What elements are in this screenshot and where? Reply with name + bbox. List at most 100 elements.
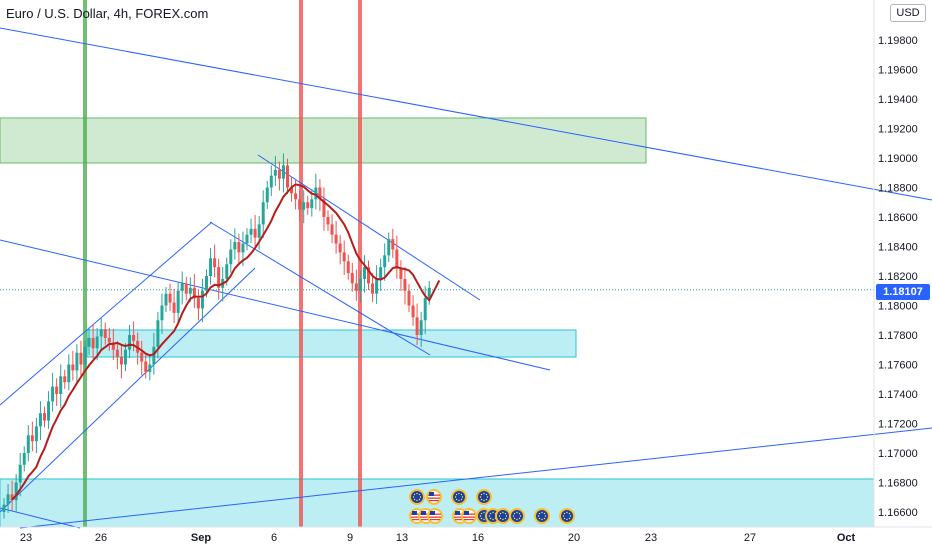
candle-body — [395, 249, 399, 269]
time-axis[interactable]: 23 26 Sep 6 9 13 16 20 23 27 Oct — [20, 532, 856, 544]
candle-body — [59, 376, 63, 394]
candle-body — [371, 283, 375, 294]
candle-body — [148, 364, 152, 372]
candle-body — [302, 202, 306, 210]
us-event-icon[interactable] — [426, 489, 442, 505]
time-tick-label: 23 — [20, 532, 32, 544]
candle-body — [124, 349, 127, 365]
candle-body — [188, 287, 192, 294]
candle-body — [156, 320, 160, 347]
candle-body — [55, 386, 59, 394]
time-tick-label: 26 — [95, 532, 107, 544]
candle-body — [132, 335, 136, 341]
candle-body — [18, 464, 22, 483]
eu-event-icon[interactable] — [409, 489, 425, 505]
candle-body — [107, 337, 111, 343]
candle-body — [411, 305, 415, 318]
candle-body — [196, 298, 200, 309]
candle-body — [225, 264, 229, 279]
candle-body — [298, 199, 302, 210]
price-axis[interactable]: 1.19800 1.19600 1.19400 1.19200 1.19000 1.188… — [878, 35, 918, 519]
candle-body — [310, 199, 314, 209]
trendline[interactable] — [0, 267, 256, 513]
eu-event-icon[interactable] — [451, 489, 467, 505]
candle-body — [34, 426, 38, 442]
moving-average-layer — [11, 183, 441, 501]
candles-layer — [2, 153, 431, 519]
candle-body — [358, 278, 362, 291]
candle-body — [383, 255, 387, 268]
time-tick-label: 9 — [347, 532, 353, 544]
price-tick-label: 1.19200 — [878, 124, 918, 136]
time-tick-label: 6 — [271, 532, 277, 544]
candle-body — [192, 287, 196, 299]
candle-body — [375, 278, 379, 294]
candle-body — [318, 187, 322, 200]
trendline[interactable] — [0, 221, 213, 406]
price-tick-label: 1.18600 — [878, 212, 918, 224]
candle-body — [91, 337, 95, 349]
candle-body — [265, 187, 269, 203]
candle-body — [140, 352, 144, 362]
candle-body — [334, 234, 338, 244]
candle-body — [99, 329, 103, 337]
trendline[interactable] — [19, 427, 932, 529]
candle-body — [314, 187, 318, 200]
price-tick-label: 1.19000 — [878, 153, 918, 165]
us-event-icon[interactable] — [461, 508, 477, 524]
candle-body — [2, 504, 6, 512]
eu-event-icon[interactable] — [559, 508, 575, 524]
eu-event-icon[interactable] — [476, 489, 492, 505]
candle-body — [350, 273, 354, 284]
green-marker[interactable] — [83, 0, 87, 527]
candle-body — [241, 243, 245, 253]
candle-body — [423, 298, 427, 321]
trendline[interactable] — [257, 154, 481, 301]
candle-body — [387, 239, 391, 256]
candle-body — [342, 252, 346, 262]
candle-body — [95, 336, 99, 349]
candle-body — [43, 413, 46, 421]
time-tick-label: Sep — [191, 532, 211, 544]
moving-average-line[interactable] — [11, 183, 441, 501]
candle-body — [322, 199, 326, 217]
price-tick-label: 1.19400 — [878, 94, 918, 106]
candle-body — [205, 276, 208, 291]
green-resistance-zone[interactable] — [0, 117, 647, 164]
candle-body — [346, 261, 350, 274]
eu-event-icon[interactable] — [495, 508, 511, 524]
candle-body — [14, 482, 18, 501]
time-tick-label: 13 — [396, 532, 408, 544]
candle-body — [87, 337, 91, 347]
candle-body — [6, 494, 10, 505]
candle-body — [67, 364, 71, 383]
price-tick-label: 1.18800 — [878, 183, 918, 195]
candle-body — [367, 267, 370, 284]
cyan-support-zone[interactable] — [86, 329, 577, 358]
candle-body — [180, 283, 184, 291]
candle-body — [379, 267, 383, 279]
red-marker-1[interactable] — [299, 0, 303, 527]
currency-button[interactable]: USD — [890, 4, 926, 22]
us-event-icon[interactable] — [427, 508, 443, 524]
price-tick-label: 1.18000 — [878, 301, 918, 313]
eu-event-icon[interactable] — [534, 508, 550, 524]
candle-body — [168, 293, 172, 303]
candle-body — [249, 228, 253, 235]
trendline[interactable] — [0, 507, 81, 529]
price-tick-label: 1.17400 — [878, 389, 918, 401]
eu-event-icon[interactable] — [509, 508, 525, 524]
red-marker-2[interactable] — [358, 0, 362, 527]
candle-body — [71, 364, 75, 371]
trendline[interactable] — [0, 27, 932, 201]
candle-body — [115, 349, 119, 358]
candle-body — [415, 317, 419, 335]
candle-body — [38, 413, 42, 427]
event-icons-layer — [409, 489, 575, 524]
price-tick-label: 1.19600 — [878, 65, 918, 77]
trendlines-layer — [0, 27, 932, 529]
trendline[interactable] — [0, 239, 551, 371]
candle-body — [229, 249, 233, 265]
